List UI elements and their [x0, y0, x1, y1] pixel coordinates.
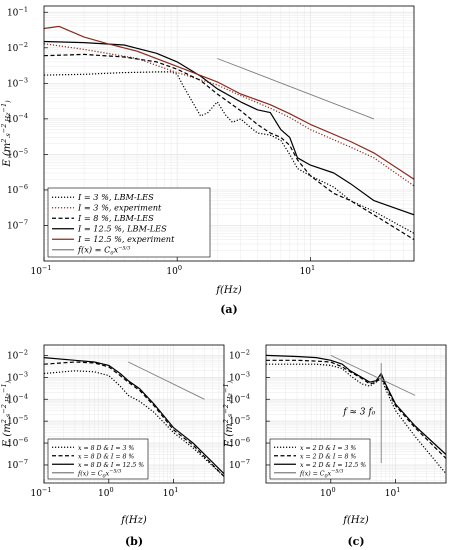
y-tick-label: 10−2: [7, 41, 28, 54]
legend-label-3: x = 2 D & I = 12.5 %: [300, 462, 366, 469]
series-line-2: [266, 359, 446, 459]
annotation-label: f ≈ 3 f₀: [342, 408, 376, 418]
y-tick-label: 10−3: [229, 370, 250, 383]
legend-label-2: x = 2 D & I = 8 %: [300, 454, 356, 461]
legend-label-3: I = 8 %, LBM-LES: [77, 213, 154, 223]
series-group: [44, 357, 224, 477]
y-tick-label: 10−7: [229, 458, 250, 471]
series-line-6: [217, 58, 375, 120]
series-line-2: [44, 43, 414, 187]
series-line-5: [44, 25, 414, 180]
y-tick-label: 10−5: [7, 147, 28, 160]
series-line-3: [266, 354, 446, 455]
legend-label-4: f(x) = C0x−5/3: [77, 469, 121, 480]
series-line-3: [44, 357, 224, 475]
legend-label-3: x = 8 D & I = 12.5 %: [78, 462, 144, 469]
legend: x = 8 D & I = 3 % x = 8 D & I = 8 %x = 8 …: [47, 438, 149, 480]
plot-frame: [43, 5, 415, 262]
series-line-2: [44, 361, 224, 477]
y-axis-title: E (m2.s−2.Hz−1): [0, 380, 13, 448]
y-tick-label: 10−6: [7, 436, 28, 449]
legend-label-4: f(x) = C0x−5/3: [299, 469, 343, 480]
y-tick-label: 10−6: [7, 183, 28, 196]
legend-label-6: f(x) = C0x−5/3: [77, 245, 130, 257]
y-tick-label: 10−4: [7, 392, 28, 405]
series-line-4: [330, 354, 416, 396]
y-tick-label: 10−4: [7, 112, 28, 125]
y-tick-label: 10−7: [7, 218, 28, 231]
y-tick-label: 10−7: [7, 458, 28, 471]
y-tick-label: 10−2: [229, 348, 250, 361]
y-tick-label: 10−5: [229, 414, 250, 427]
chart-panel-a: 10−1 100 101 10−7 10−6 10−5 10−4 10−3 10−2 10−1 f(…: [0, 5, 415, 316]
legend-label-1: I = 3 %, LBM-LES: [77, 192, 154, 202]
series-line-1: [44, 71, 414, 234]
x-tick-label: 10−1: [30, 486, 51, 499]
y-tick-label: 10−3: [7, 370, 28, 383]
series-line-4: [44, 40, 414, 216]
x-axis-title: f(Hz): [120, 515, 147, 526]
y-tick-label: 10−1: [7, 5, 28, 18]
y-tick-label: 10−5: [7, 414, 28, 427]
legend: x = 2 D & I = 3 % x = 2 D & I = 8 %x = 2 …: [269, 438, 371, 480]
series-group: [266, 354, 446, 475]
legend-label-1: x = 2 D & I = 3 %: [300, 445, 356, 452]
series-line-3: [44, 53, 414, 241]
panel-label: (c): [347, 535, 364, 548]
series-line-1: [44, 370, 224, 477]
series-line-4: [128, 361, 205, 400]
x-tick-label: 101: [300, 264, 316, 277]
x-tick-label: 100: [320, 486, 336, 499]
legend-box: [47, 187, 211, 258]
legend-box: [47, 438, 149, 480]
panel-label: (b): [125, 535, 143, 548]
series-line-1: [266, 363, 446, 475]
legend-label-4: I = 12.5 %, LBM-LES: [77, 224, 167, 234]
x-tick-label: 100: [98, 486, 114, 499]
legend-label-5: I = 12.5 %, experiment: [77, 234, 175, 244]
y-axis-title: E (m2.s−2.Hz−1): [0, 100, 13, 168]
legend-label-2: x = 8 D & I = 8 %: [78, 454, 134, 461]
x-tick-label: 101: [385, 486, 401, 499]
legend-label-1: x = 8 D & I = 3 %: [78, 445, 134, 452]
x-axis-title: f(Hz): [342, 515, 369, 526]
chart-panel-b: 10−1 100 101 10−7 10−6 10−5 10−4 10−3 10−2 f(Hz) E…: [0, 344, 225, 548]
y-axis-title: E (m2.s−2.Hz−1): [222, 380, 235, 448]
x-axis-title: f(Hz): [215, 285, 242, 296]
y-tick-label: 10−3: [7, 76, 28, 89]
y-tick-label: 10−6: [229, 436, 250, 449]
plot-frame: [265, 344, 447, 484]
y-tick-label: 10−2: [7, 348, 28, 361]
x-tick-label: 100: [166, 264, 182, 277]
chart-panel-c: f ≈ 3 f₀ 100 101 10−7 10−6 10−5 10−4 10−3 10−2 f(…: [222, 344, 447, 548]
series-group: [44, 25, 414, 241]
x-tick-label: 101: [163, 486, 179, 499]
plot-frame: [43, 344, 225, 484]
panel-label: (a): [220, 303, 238, 316]
legend-label-2: I = 3 %, experiment: [77, 203, 162, 213]
x-tick-label: 10−1: [30, 264, 51, 277]
y-tick-label: 10−4: [229, 392, 250, 405]
